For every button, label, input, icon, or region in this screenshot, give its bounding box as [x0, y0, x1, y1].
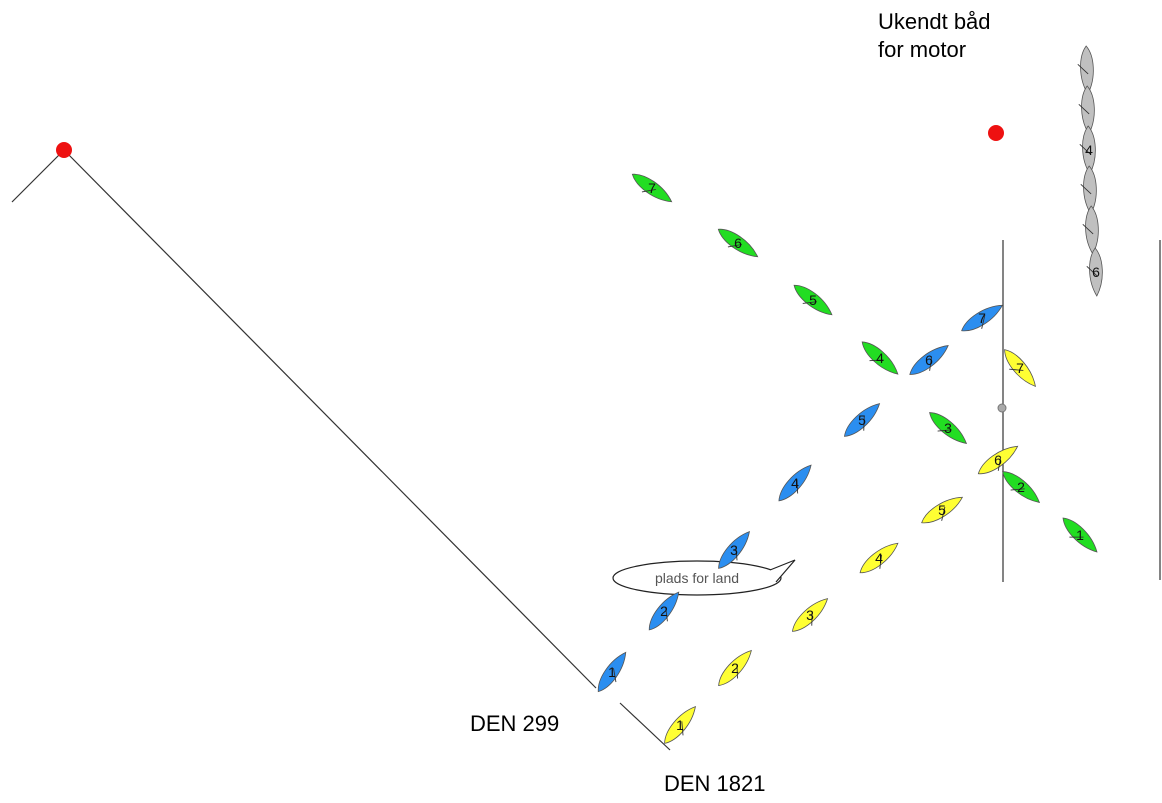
mark-left [56, 142, 72, 158]
grey-boat [1080, 165, 1098, 215]
blue-boat [839, 398, 885, 442]
yellow-boat [855, 537, 903, 579]
callout-bubble: plads for land [612, 559, 796, 596]
yellow-boat-sail [681, 721, 684, 736]
yellow-boat-number: 2 [731, 660, 739, 676]
yellow-boat [787, 593, 833, 637]
label-unknown-line2: for motor [878, 37, 967, 62]
grey-boat [1077, 45, 1095, 95]
blue-boat-sail [981, 314, 986, 329]
yellow-boat-number: 7 [1016, 360, 1024, 376]
grey-boat [1079, 125, 1097, 175]
blue-boat [713, 527, 755, 573]
blue-boat-number: 2 [660, 603, 668, 619]
left-layline-short [11, 149, 65, 203]
blue-boat-sail [796, 479, 799, 494]
grey-boat-number: 6 [1092, 264, 1100, 280]
green-boat [789, 279, 837, 321]
grey-boat-sail [1078, 103, 1090, 115]
blue-boat [773, 460, 817, 506]
green-boat-number: 1 [1076, 527, 1084, 543]
green-boat-number: 2 [1017, 479, 1025, 495]
grey-boat-number: 4 [1085, 142, 1093, 158]
callout-text: plads for land [655, 570, 739, 586]
label-unknown-boat: Ukendt båd for motor [878, 8, 991, 64]
blue-boat-number: 5 [858, 412, 866, 428]
blue-boat-sail [735, 546, 738, 561]
yellow-boat-sail [997, 456, 1002, 471]
blue-boat-number: 7 [978, 310, 986, 326]
yellow-boat [659, 702, 701, 748]
yellow-boat-number: 4 [875, 550, 883, 566]
grey-boat [1086, 247, 1104, 297]
grey-boat-hull [1082, 165, 1098, 215]
grey-boat-sail [1086, 265, 1098, 277]
green-boat-sail [641, 189, 656, 193]
yellow-boat-number: 6 [994, 452, 1002, 468]
yellow-boat-sail [1009, 368, 1024, 371]
green-boat-number: 3 [944, 420, 952, 436]
grey-boat [1078, 85, 1096, 135]
green-boat-sail [802, 301, 817, 304]
green-boat-number: 4 [876, 350, 884, 366]
green-boat [925, 407, 971, 449]
yellow-boat-sail [811, 611, 813, 626]
left-layline-long [63, 149, 597, 689]
yellow-boat-number: 5 [938, 502, 946, 518]
green-boat-number: 7 [648, 180, 656, 196]
yellow-boat-sail [736, 664, 738, 679]
green-boat [714, 223, 762, 263]
blue-boat [592, 648, 632, 696]
yellow-boat [917, 491, 967, 529]
yellow-boat-number: 3 [806, 607, 814, 623]
blue-boat [905, 339, 953, 381]
blue-boat-sail [863, 416, 865, 431]
lower-layline [619, 702, 671, 751]
green-boat-sail [727, 244, 742, 248]
green-boat [628, 168, 676, 208]
yellow-boat-sail [941, 506, 946, 521]
grey-boat-hull [1084, 205, 1100, 255]
grey-boat-sail [1079, 143, 1091, 155]
blue-boat-number: 6 [925, 352, 933, 368]
label-unknown-line1: Ukendt båd [878, 9, 991, 34]
small-grey-dot [997, 403, 1007, 413]
mark-top-right [988, 125, 1004, 141]
blue-boat [957, 299, 1007, 337]
green-boat-sail [869, 359, 884, 362]
blue-boat [643, 587, 685, 635]
green-boat-sail [937, 429, 952, 432]
blue-boat-number: 3 [730, 542, 738, 558]
yellow-boat-sail [879, 554, 882, 569]
green-boat-number: 5 [809, 292, 817, 308]
blue-boat-number: 1 [608, 664, 616, 680]
grey-boat-sail [1080, 183, 1092, 195]
green-boat [1058, 513, 1102, 557]
green-boat-sail [1010, 488, 1025, 491]
green-boat [857, 336, 903, 380]
blue-boat-sail [929, 356, 933, 371]
green-boat [998, 466, 1044, 508]
yellow-boat [999, 345, 1041, 391]
yellow-boat [974, 440, 1022, 480]
blue-boat-sail [613, 668, 617, 683]
grey-boat [1082, 205, 1100, 255]
grey-boat-sail [1077, 63, 1089, 75]
green-boat-sail [1069, 536, 1084, 538]
grey-boat-sail [1082, 223, 1094, 235]
label-den-299: DEN 299 [470, 711, 560, 736]
green-boat-number: 6 [734, 235, 742, 251]
blue-boat-number: 4 [791, 475, 799, 491]
course-lines [11, 149, 1161, 751]
label-den-1821: DEN 1821 [664, 771, 766, 796]
blue-boat-sail [665, 607, 668, 622]
yellow-boat [713, 645, 757, 691]
boats-layer: 7 6 5 4 3 2 1 1 2 3 4 5 6 7 1 2 3 4 5 6 7 4 6 [592, 45, 1104, 748]
yellow-boat-number: 1 [676, 717, 684, 733]
